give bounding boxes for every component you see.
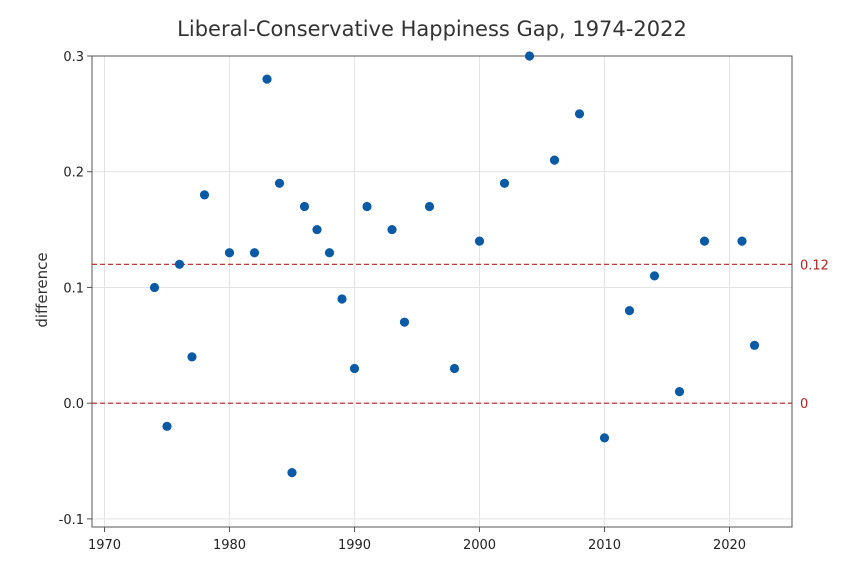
- x-tick-label: 1980: [213, 538, 246, 553]
- data-point: [524, 51, 535, 61]
- y-tick-label: -0.1: [59, 513, 84, 528]
- data-point: [337, 294, 347, 304]
- y-tick-label: 0.2: [63, 166, 84, 181]
- data-point: [574, 109, 585, 119]
- data-point: [262, 74, 272, 84]
- data-point: [149, 282, 160, 293]
- y-tick-label: 0.1: [63, 281, 84, 296]
- data-point: [424, 201, 435, 212]
- x-axis: 1970 1980 1990 2000 2010 2020: [88, 527, 746, 553]
- data-point: [224, 248, 235, 258]
- x-tick-label: 1970: [88, 538, 121, 553]
- data-point: [162, 421, 172, 431]
- data-point: [649, 271, 660, 281]
- reference-line-label: 0: [800, 397, 808, 412]
- data-point: [699, 236, 710, 246]
- grid-lines: [92, 55, 792, 527]
- x-tick-label: 2020: [713, 538, 746, 553]
- data-point: [399, 317, 410, 327]
- data-point: [362, 201, 372, 212]
- data-point: [349, 363, 360, 374]
- data-point: [449, 363, 460, 374]
- data-point: [312, 224, 322, 235]
- data-point: [549, 155, 560, 165]
- x-tick-label: 1990: [338, 538, 371, 553]
- y-axis-label: difference: [33, 252, 51, 327]
- y-tick-label: 0.3: [63, 50, 84, 65]
- x-tick-label: 2010: [588, 538, 621, 553]
- data-point: [187, 352, 197, 362]
- data-point: [674, 387, 685, 397]
- y-axis: -0.1 0.0 0.1 0.2 0.3: [59, 50, 92, 528]
- data-points: [149, 51, 760, 478]
- data-point: [749, 340, 760, 350]
- plot-frame: [91, 55, 793, 528]
- chart-title: Liberal-Conservative Happiness Gap, 1974…: [177, 17, 687, 41]
- x-tick-label: 2000: [463, 538, 496, 553]
- data-point: [387, 224, 397, 235]
- data-point: [599, 433, 610, 443]
- y-tick-label: 0.0: [63, 397, 84, 412]
- data-point: [324, 248, 335, 258]
- data-point: [624, 305, 635, 316]
- data-point: [474, 236, 485, 246]
- data-point: [299, 201, 310, 212]
- reference-line-label: 0.12: [800, 258, 829, 273]
- data-point: [499, 178, 510, 188]
- data-point: [199, 190, 210, 200]
- data-point: [287, 468, 297, 478]
- data-point: [174, 259, 185, 269]
- data-point: [249, 248, 260, 258]
- data-point: [737, 236, 747, 246]
- reference-lines: 0.12 0: [92, 258, 829, 412]
- data-point: [274, 178, 285, 188]
